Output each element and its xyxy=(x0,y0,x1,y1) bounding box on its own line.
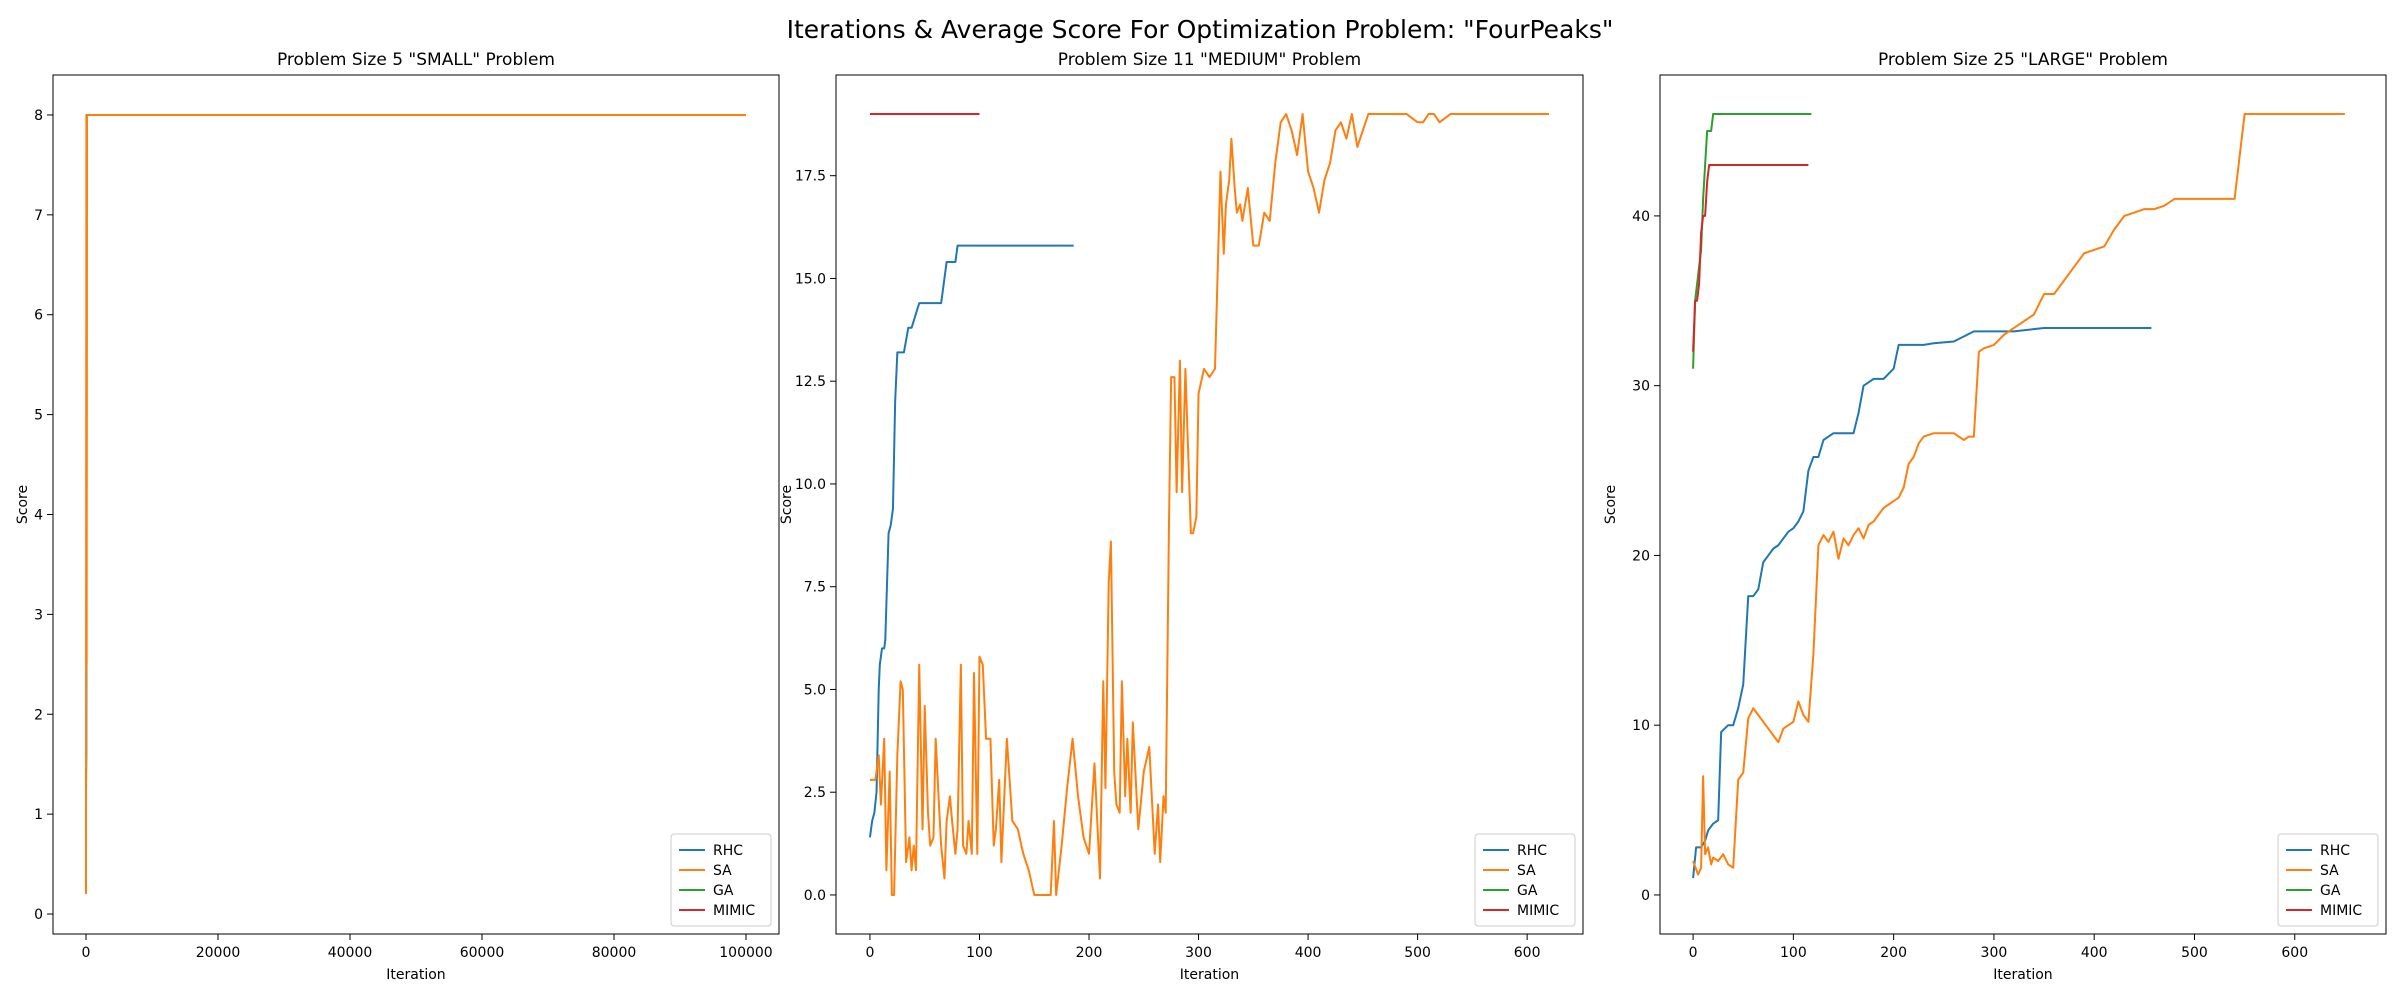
x-axis-label: Iteration xyxy=(386,967,445,983)
legend-label-sa: SA xyxy=(2320,863,2339,879)
legend: RHC SA GA MIMIC xyxy=(670,833,772,927)
series-line-mimic xyxy=(1692,163,1809,352)
subplot-1: Problem Size 5 "SMALL" Problem 0 20000 4000… xyxy=(15,50,780,983)
subplot-title: Problem Size 25 "LARGE" Problem xyxy=(1878,50,2168,70)
y-tick-label: 12.5 xyxy=(795,374,826,390)
y-tick-label: 1 xyxy=(34,807,43,823)
y-tick-label: 6 xyxy=(34,308,43,324)
y-axis-label: Score xyxy=(15,485,31,524)
y-tick-label: 40 xyxy=(1632,209,1650,225)
x-tick-label: 400 xyxy=(1295,945,1322,961)
y-tick-label: 7.5 xyxy=(804,580,826,596)
x-axis-label: Iteration xyxy=(1180,967,1239,983)
series-group xyxy=(868,113,1550,896)
y-tick-label: 15.0 xyxy=(795,271,826,287)
x-tick-label: 600 xyxy=(1514,945,1541,961)
legend-label-mimic: MIMIC xyxy=(1517,903,1559,919)
y-tick-label: 2 xyxy=(34,707,43,723)
legend-label-ga: GA xyxy=(2320,883,2341,899)
x-tick-label: 600 xyxy=(2281,945,2308,961)
x-tick-label: 60000 xyxy=(460,945,505,961)
x-tick-label: 0 xyxy=(865,945,874,961)
series-line-ga xyxy=(1692,113,1812,369)
y-axis-label: Score xyxy=(779,485,795,524)
legend-label-rhc: RHC xyxy=(713,843,743,859)
series-line-rhc xyxy=(868,244,1074,838)
x-tick-label: 500 xyxy=(1404,945,1431,961)
x-tick-label: 400 xyxy=(2081,945,2108,961)
series-line-rhc xyxy=(1692,326,2152,879)
x-tick-label: 0 xyxy=(1689,945,1698,961)
x-tick-label: 500 xyxy=(2181,945,2208,961)
x-tick-label: 80000 xyxy=(592,945,637,961)
y-tick-label: 3 xyxy=(34,607,43,623)
legend-label-sa: SA xyxy=(1517,863,1536,879)
subplot-title: Problem Size 5 "SMALL" Problem xyxy=(277,50,555,70)
y-tick-label: 0 xyxy=(34,907,43,923)
axes-frame xyxy=(52,74,780,935)
legend-label-rhc: RHC xyxy=(1517,843,1547,859)
axes-frame xyxy=(1659,74,2387,935)
y-tick-label: 30 xyxy=(1632,379,1650,395)
series-line-sa xyxy=(869,113,1550,896)
y-tick-label: 10 xyxy=(1632,718,1650,734)
y-tick-label: 4 xyxy=(34,507,43,523)
y-tick-label: 20 xyxy=(1632,548,1650,564)
x-tick-label: 300 xyxy=(1185,945,1212,961)
x-tick-label: 200 xyxy=(1076,945,1103,961)
legend-label-mimic: MIMIC xyxy=(713,903,755,919)
series-group xyxy=(85,113,746,895)
series-group xyxy=(1692,113,2345,879)
subplot-2: Problem Size 11 "MEDIUM" Problem 0 100 200 3… xyxy=(779,50,1584,983)
y-tick-label: 10.0 xyxy=(795,477,826,493)
legend-label-sa: SA xyxy=(713,863,732,879)
x-tick-label: 100 xyxy=(1780,945,1807,961)
y-tick-label: 0 xyxy=(1641,888,1650,904)
subplot-title: Problem Size 11 "MEDIUM" Problem xyxy=(1058,50,1361,70)
x-tick-label: 20000 xyxy=(196,945,241,961)
legend-box xyxy=(670,833,772,927)
legend-label-rhc: RHC xyxy=(2320,843,2350,859)
x-tick-label: 100 xyxy=(966,945,993,961)
y-tick-label: 5 xyxy=(34,408,43,424)
x-axis-label: Iteration xyxy=(1993,967,2052,983)
x-tick-label: 200 xyxy=(1880,945,1907,961)
y-tick-label: 0.0 xyxy=(804,888,826,904)
legend-label-mimic: MIMIC xyxy=(2320,903,2362,919)
y-tick-label: 17.5 xyxy=(795,169,826,185)
series-line-sa xyxy=(85,113,746,895)
legend-label-ga: GA xyxy=(713,883,734,899)
legend: RHC SA GA MIMIC xyxy=(2277,833,2379,927)
y-tick-label: 7 xyxy=(34,208,43,224)
legend-label-ga: GA xyxy=(1517,883,1538,899)
y-tick-label: 8 xyxy=(34,108,43,124)
y-tick-label: 2.5 xyxy=(804,785,826,801)
axes-frame xyxy=(835,74,1584,935)
legend-box xyxy=(1474,833,1576,927)
y-tick-label: 5.0 xyxy=(804,682,826,698)
figure-title: Iterations & Average Score For Optimizat… xyxy=(787,15,1614,44)
y-axis-label: Score xyxy=(1603,485,1619,524)
legend: RHC SA GA MIMIC xyxy=(1474,833,1576,927)
x-tick-label: 300 xyxy=(1981,945,2008,961)
x-tick-label: 40000 xyxy=(328,945,373,961)
x-tick-label: 0 xyxy=(82,945,91,961)
series-line-sa xyxy=(1692,113,2345,876)
legend-box xyxy=(2277,833,2379,927)
x-tick-label: 100000 xyxy=(719,945,772,961)
